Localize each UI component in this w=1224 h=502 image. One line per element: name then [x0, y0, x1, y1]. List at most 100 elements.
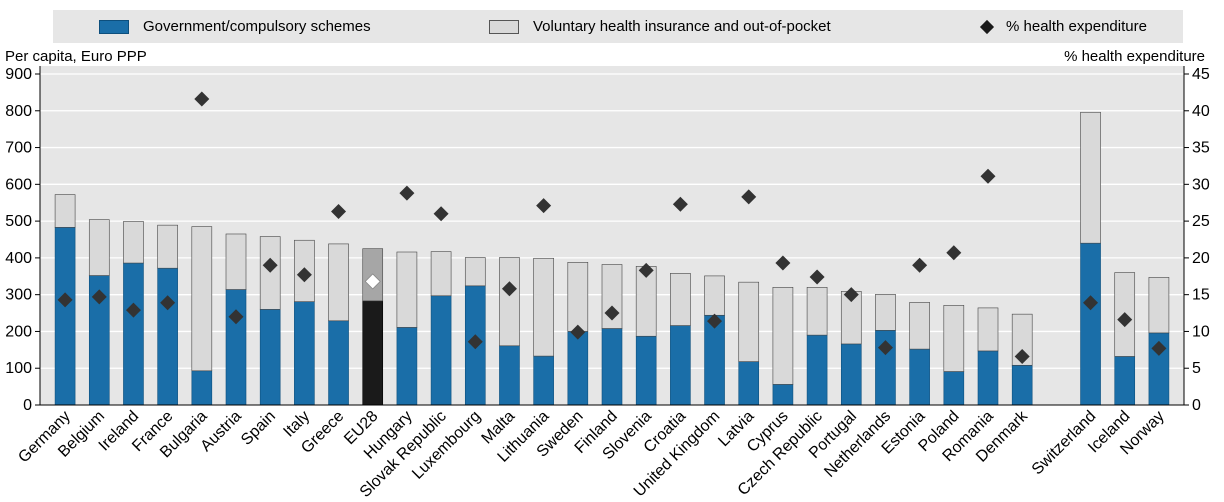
bar-voluntary	[259, 236, 281, 310]
markers	[57, 91, 1167, 364]
marker-percent	[1083, 295, 1099, 311]
marker-percent	[843, 287, 859, 303]
marker-percent	[912, 257, 928, 273]
marker-percent	[707, 313, 723, 329]
bar-government	[909, 348, 930, 406]
marker-percent	[672, 196, 688, 212]
bar-government	[123, 262, 144, 406]
bar-voluntary	[328, 243, 349, 322]
y2-tick-label: 35	[1192, 140, 1210, 157]
left-axis-unit-label: Per capita, Euro PPP	[5, 48, 147, 65]
y-tick-label: 700	[5, 140, 32, 157]
bar-voluntary	[738, 281, 760, 362]
bar-government	[430, 295, 452, 406]
bar-voluntary	[396, 251, 418, 328]
bar-voluntary	[1011, 313, 1033, 366]
bar-voluntary	[430, 251, 452, 297]
marker-percent	[433, 206, 449, 222]
marker-percent	[364, 273, 381, 290]
marker-percent	[536, 198, 552, 214]
marker-percent	[980, 168, 996, 184]
bar-voluntary	[909, 302, 930, 350]
marker-percent	[570, 324, 586, 340]
marker-percent	[160, 295, 176, 311]
bar-government	[328, 320, 349, 406]
y-tick-label: 0	[23, 397, 32, 414]
marker-percent	[741, 189, 757, 205]
bar-government	[191, 370, 213, 406]
bar-voluntary	[977, 307, 999, 352]
y-tick-label: 200	[5, 323, 32, 340]
legend-label-government: Government/compulsory schemes	[143, 18, 371, 35]
marker-percent	[775, 255, 791, 271]
marker-percent	[946, 245, 962, 261]
marker-percent	[604, 305, 620, 321]
bar-voluntary	[191, 226, 213, 372]
bar-government	[533, 355, 554, 406]
marker-percent	[638, 262, 654, 278]
y2-tick-label: 45	[1192, 66, 1210, 83]
bar-government	[806, 334, 828, 406]
y2-tick-label: 10	[1192, 323, 1210, 340]
bar-voluntary	[772, 287, 794, 385]
bar-government	[601, 328, 623, 406]
right-axis-unit-label: % health expenditure	[1064, 48, 1205, 65]
marker-percent	[57, 292, 73, 308]
legend-item-percent: % health expenditure	[979, 10, 1147, 43]
y-tick-label: 100	[5, 360, 32, 377]
bar-voluntary	[806, 287, 828, 336]
bar-voluntary	[567, 262, 589, 332]
y-tick-label: 900	[5, 66, 32, 83]
bar-government	[294, 301, 315, 406]
y-tick-label: 600	[5, 176, 32, 193]
legend-label-percent: % health expenditure	[1006, 18, 1147, 35]
y2-tick-labels: 0 5 10 15 20 25 30 35 40 45	[1192, 66, 1210, 414]
marker-percent	[809, 269, 825, 285]
bar-voluntary	[499, 257, 520, 347]
bar-government	[943, 371, 965, 406]
bar-government	[840, 343, 862, 406]
marker-percent	[228, 309, 244, 325]
y2-tick-label: 25	[1192, 213, 1210, 230]
marker-percent	[91, 289, 107, 305]
y-tick-labels: 0 100 200 300 400 500 600 700 800 900	[5, 66, 32, 414]
y2-tick-label: 20	[1192, 250, 1210, 267]
bar-voluntary	[88, 219, 110, 276]
y2-tick-label: 0	[1192, 397, 1201, 414]
bar-government	[738, 361, 760, 406]
bar-government	[1114, 356, 1136, 406]
bar-voluntary	[943, 305, 965, 372]
marker-percent	[125, 302, 141, 318]
y-tick-label: 400	[5, 250, 32, 267]
marker-percent	[501, 281, 517, 297]
bar-voluntary	[225, 233, 247, 290]
marker-percent	[296, 267, 312, 283]
bar-government	[54, 227, 76, 406]
bar-government	[977, 350, 999, 406]
y-tick-label: 500	[5, 213, 32, 230]
bars	[54, 111, 1170, 406]
bar-government	[499, 345, 520, 406]
legend-swatch-voluntary	[489, 19, 519, 34]
bar-government	[157, 267, 178, 406]
bar-voluntary	[123, 221, 144, 264]
bar-voluntary	[704, 275, 725, 316]
bar-government	[772, 384, 794, 406]
marker-percent	[467, 334, 483, 350]
bar-voluntary	[875, 293, 896, 331]
y-tick-label: 300	[5, 287, 32, 304]
legend-item-government: Government/compulsory schemes	[99, 10, 371, 43]
marker-percent	[1117, 312, 1133, 328]
bar-voluntary	[1148, 277, 1170, 334]
bar-voluntary	[533, 257, 554, 357]
y2-tick-label: 40	[1192, 103, 1210, 120]
marker-percent	[262, 257, 278, 273]
legend: Government/compulsory schemes Voluntary …	[53, 10, 1183, 43]
y-tick-label: 800	[5, 103, 32, 120]
bar-government	[1080, 242, 1101, 406]
legend-swatch-government	[99, 19, 129, 34]
bar-government	[225, 289, 247, 406]
axes	[35, 66, 1189, 406]
bar-government	[1011, 364, 1033, 406]
